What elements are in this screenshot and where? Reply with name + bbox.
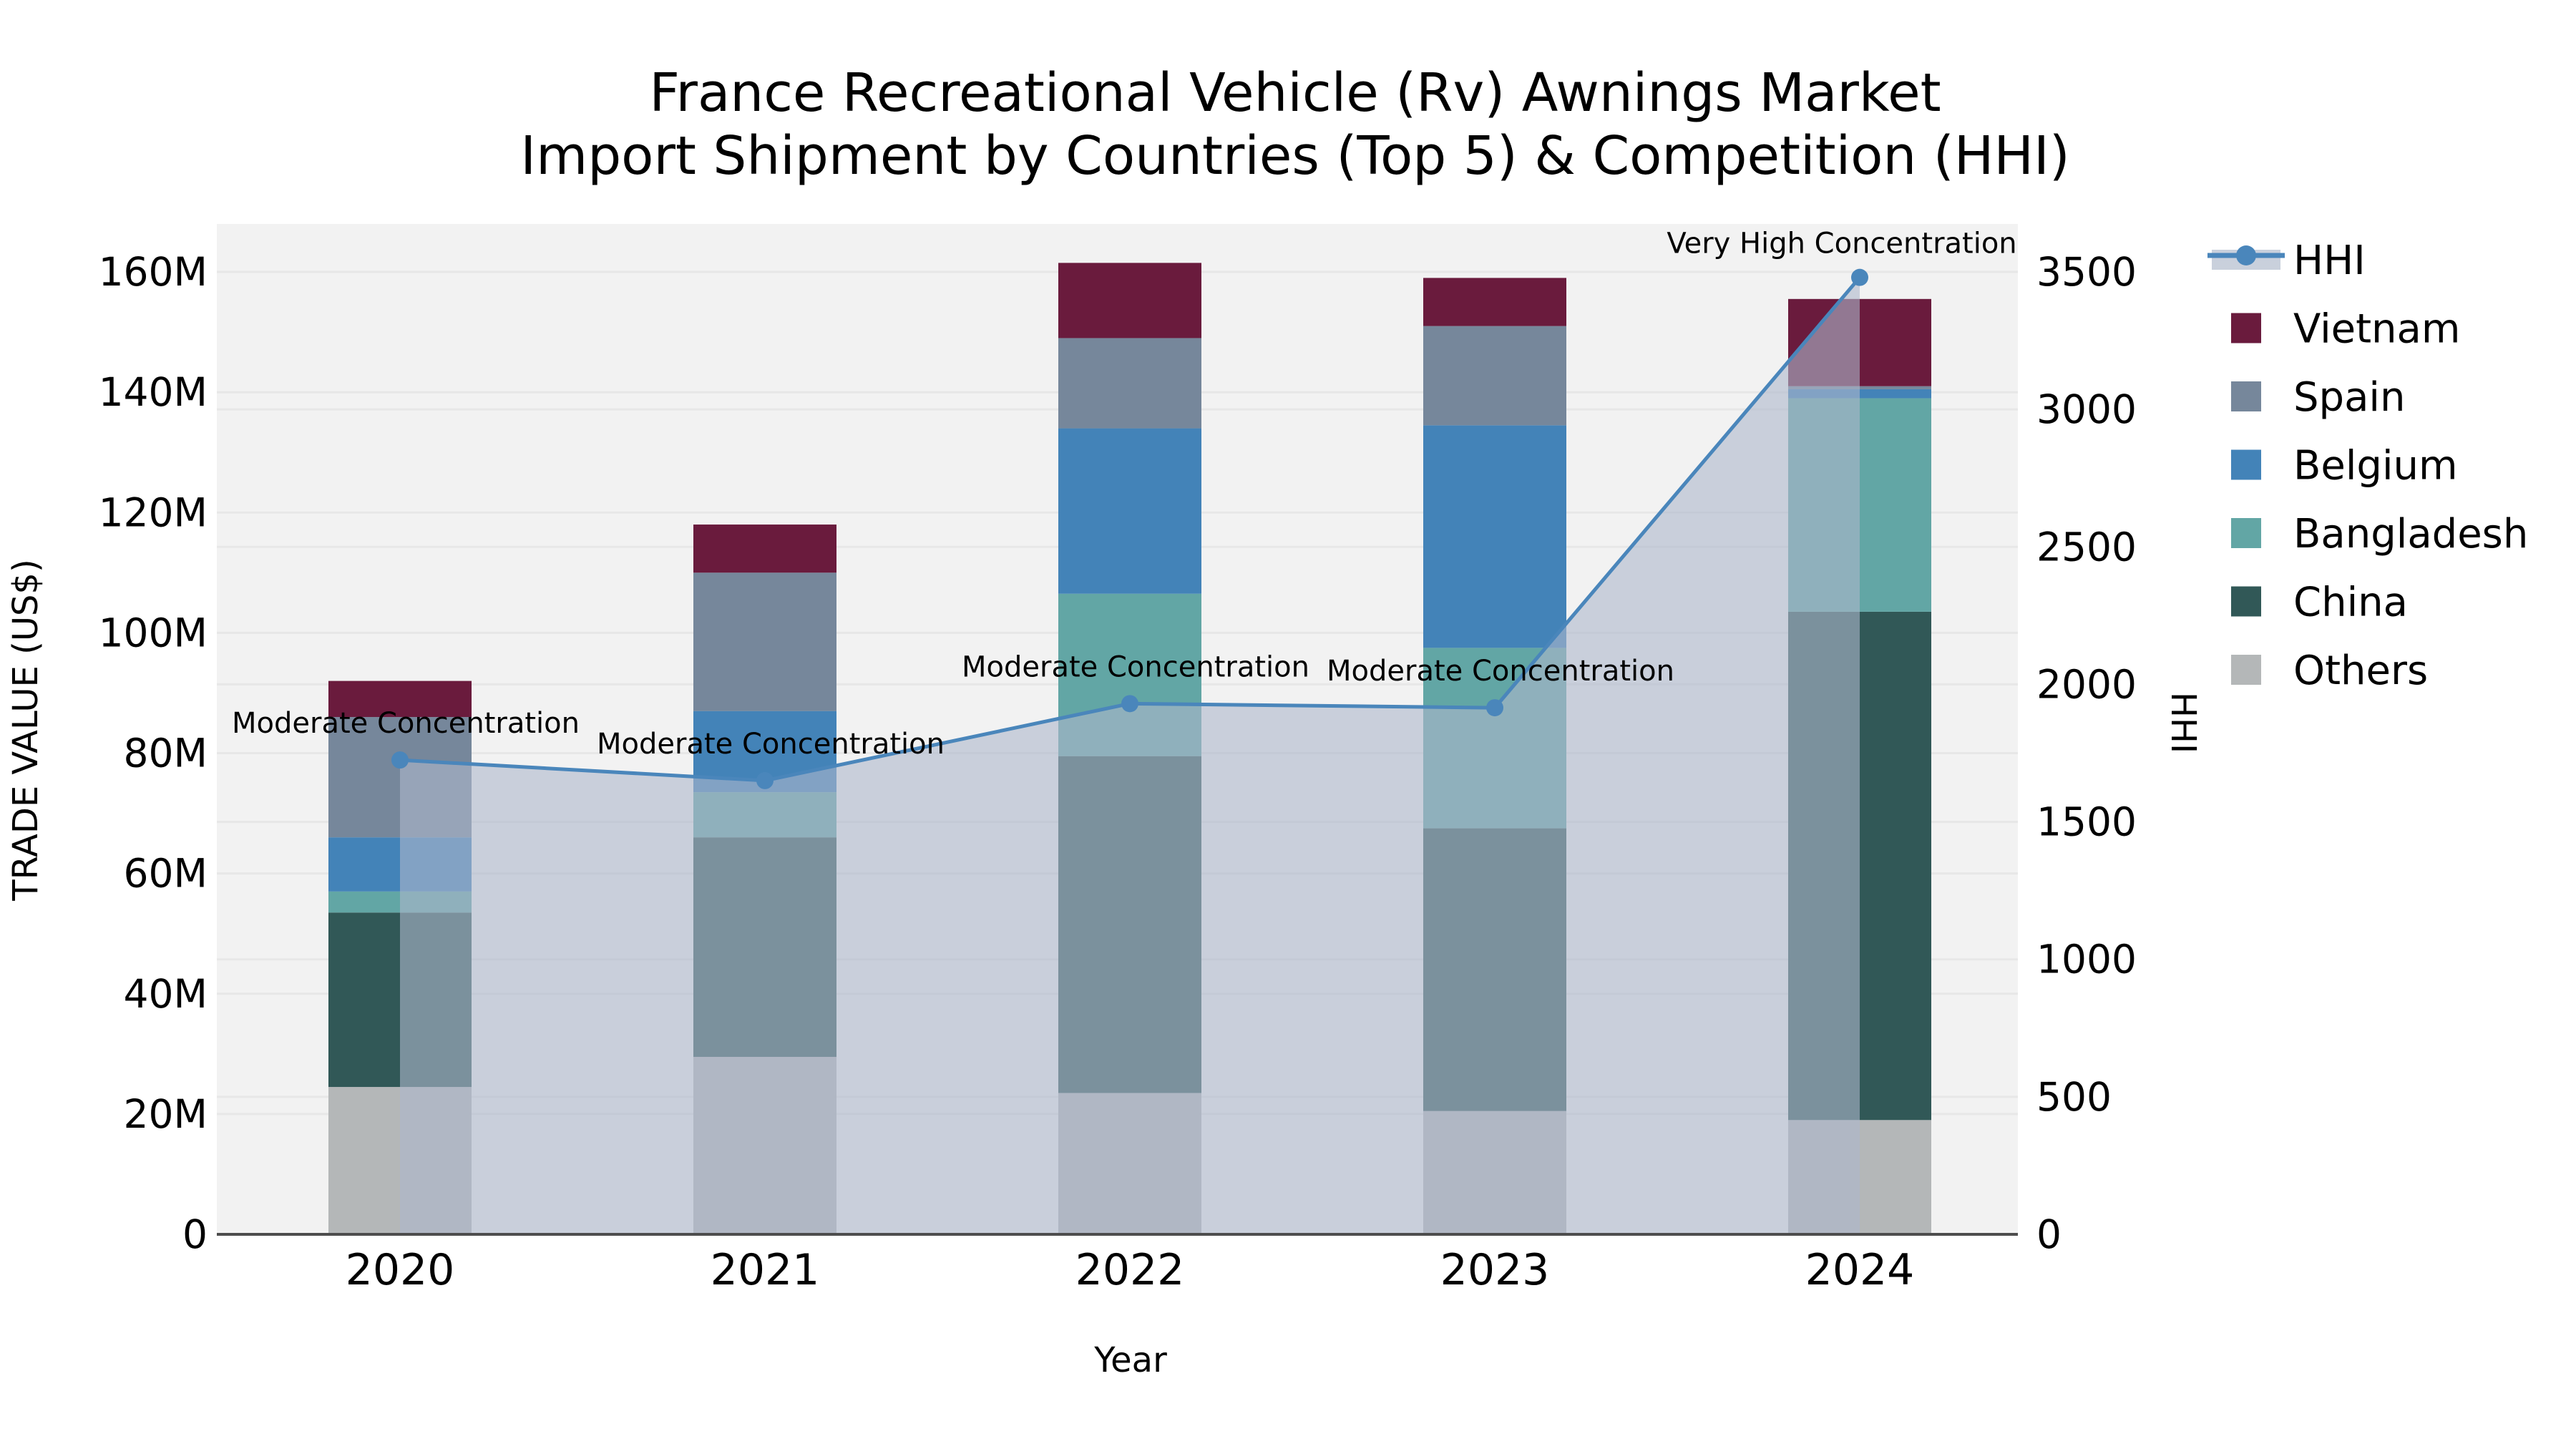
legend-item-vietnam: Vietnam [2231, 306, 2460, 353]
y-right-tick-500: 500 [2036, 1074, 2112, 1120]
x-axis-ticks: 2020 2021 2022 2023 2024 [346, 1245, 1915, 1295]
legend-item-bangladesh: Bangladesh [2231, 511, 2528, 557]
y-right-tick-3500: 3500 [2036, 249, 2137, 295]
y-right-tick-3000: 3000 [2036, 386, 2137, 432]
x-tick-2024: 2024 [1805, 1245, 1915, 1295]
annotation-2024: Very High Concentration [1667, 228, 2016, 260]
annotations: Moderate Concentration Moderate Concentra… [232, 228, 2017, 761]
bar-segment-spain-2021 [693, 572, 836, 711]
y-left-tick-100M: 100M [99, 610, 208, 655]
legend-label-hhi: HHI [2293, 238, 2366, 284]
legend-item-china: China [2231, 580, 2408, 626]
legend-item-spain: Spain [2231, 374, 2405, 421]
bar-segment-spain-2022 [1058, 338, 1201, 429]
legend-item-others: Others [2231, 648, 2428, 694]
legend-label-spain: Spain [2293, 374, 2405, 421]
y-axis-right-title: HHI [2163, 692, 2203, 753]
chart-title-line-2: Import Shipment by Countries (Top 5) & C… [520, 125, 2069, 187]
legend-label-others: Others [2293, 648, 2428, 694]
legend-swatch-vietnam [2231, 313, 2261, 343]
y-left-tick-160M: 160M [99, 249, 208, 295]
hhi-marker-2023 [1486, 699, 1503, 717]
legend-item-hhi: HHI [2207, 238, 2366, 284]
y-right-tick-2500: 2500 [2036, 524, 2137, 570]
hhi-marker-2024 [1851, 268, 1868, 286]
legend-item-belgium: Belgium [2231, 443, 2458, 489]
bar-segment-belgium-2023 [1423, 425, 1566, 648]
y-left-tick-80M: 80M [124, 731, 208, 776]
annotation-2022: Moderate Concentration [962, 650, 1309, 683]
legend-label-china: China [2293, 580, 2408, 626]
legend-swatch-belgium [2231, 449, 2261, 480]
legend-swatch-china [2231, 586, 2261, 617]
hhi-area [400, 277, 1860, 1235]
annotation-2023: Moderate Concentration [1327, 655, 1674, 688]
legend: HHI Vietnam Spain Belgium Bangladesh China Oth… [2207, 238, 2528, 694]
y-left-tick-20M: 20M [124, 1091, 208, 1137]
x-tick-2023: 2023 [1440, 1245, 1550, 1295]
y-left-tick-120M: 120M [99, 489, 208, 535]
hhi-line [391, 268, 1868, 789]
y-right-tick-1000: 1000 [2036, 937, 2137, 982]
x-tick-2021: 2021 [711, 1245, 820, 1295]
hhi-marker-2020 [391, 751, 409, 769]
hhi-area-fill [400, 277, 1860, 1235]
legend-label-vietnam: Vietnam [2293, 306, 2460, 353]
y-axis-right-ticks: 0 500 1000 1500 2000 2500 3000 3500 [2036, 249, 2137, 1257]
y-right-tick-0: 0 [2036, 1211, 2062, 1257]
annotation-2020: Moderate Concentration [232, 707, 580, 740]
y-left-tick-0: 0 [182, 1211, 208, 1257]
y-left-tick-40M: 40M [124, 971, 208, 1017]
bar-segment-spain-2023 [1423, 326, 1566, 426]
bar-segment-belgium-2022 [1058, 428, 1201, 594]
bar-segment-vietnam-2020 [328, 680, 472, 718]
hhi-marker-2022 [1121, 695, 1138, 713]
x-axis-title: Year [1093, 1340, 1167, 1380]
y-right-tick-2000: 2000 [2036, 661, 2137, 707]
y-right-tick-1500: 1500 [2036, 799, 2137, 845]
legend-label-bangladesh: Bangladesh [2293, 511, 2528, 557]
legend-swatch-bangladesh [2231, 518, 2261, 548]
legend-swatch-spain [2231, 381, 2261, 411]
bar-segment-vietnam-2022 [1058, 263, 1201, 338]
legend-label-belgium: Belgium [2293, 443, 2458, 489]
y-axis-left-ticks: 0 20M 40M 60M 80M 100M 120M 140M 160M [99, 249, 208, 1257]
y-left-tick-60M: 60M [124, 851, 208, 897]
hhi-marker-2021 [756, 771, 774, 789]
legend-swatch-others [2231, 655, 2261, 685]
bar-segment-vietnam-2021 [693, 525, 836, 573]
legend-hhi-marker [2236, 245, 2256, 265]
x-tick-2020: 2020 [346, 1245, 455, 1295]
y-axis-left-title: TRADE VALUE (US$) [6, 559, 46, 901]
annotation-2021: Moderate Concentration [597, 728, 945, 761]
y-left-tick-140M: 140M [99, 369, 208, 415]
bar-segment-vietnam-2023 [1423, 278, 1566, 326]
chart-title-line-1: France Recreational Vehicle (Rv) Awnings… [649, 62, 1941, 124]
x-tick-2022: 2022 [1075, 1245, 1185, 1295]
